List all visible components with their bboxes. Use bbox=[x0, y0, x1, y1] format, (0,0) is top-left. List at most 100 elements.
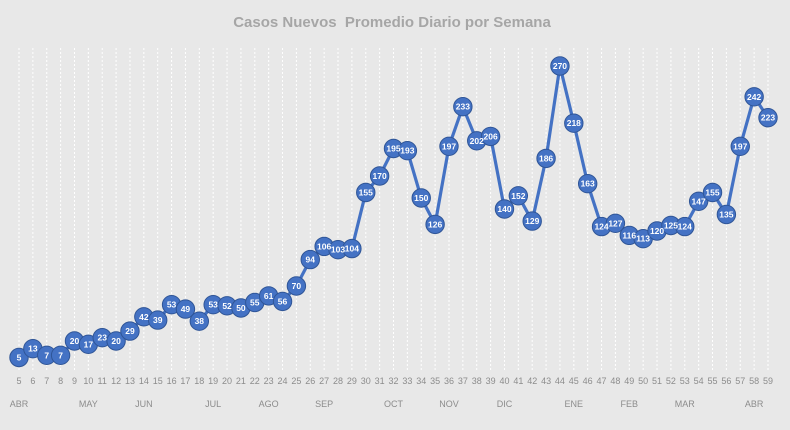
x-tick-label: 53 bbox=[680, 376, 690, 386]
x-tick-label: 23 bbox=[264, 376, 274, 386]
x-tick-label: 17 bbox=[180, 376, 190, 386]
data-label: 152 bbox=[511, 191, 525, 201]
x-tick-label: 7 bbox=[44, 376, 49, 386]
data-label: 129 bbox=[525, 216, 539, 226]
data-label: 147 bbox=[692, 196, 706, 206]
x-tick-label: 28 bbox=[333, 376, 343, 386]
x-tick-label: 41 bbox=[513, 376, 523, 386]
x-tick-label: 50 bbox=[638, 376, 648, 386]
data-point bbox=[411, 188, 431, 208]
x-tick-label: 33 bbox=[402, 376, 412, 386]
x-tick-labels: 5 6 7 8 9 10 11 12 13 14 15 16 17 18 19 20 21 22 23 24 25 26 2… bbox=[16, 376, 773, 386]
x-tick-label: 59 bbox=[763, 376, 773, 386]
data-label: 140 bbox=[497, 204, 511, 214]
data-point bbox=[439, 136, 459, 157]
data-point bbox=[688, 191, 709, 212]
x-tick-label: 56 bbox=[721, 376, 731, 386]
x-tick-label: 29 bbox=[347, 376, 357, 386]
data-label: 170 bbox=[373, 171, 387, 181]
data-point bbox=[702, 182, 723, 203]
data-point bbox=[425, 214, 445, 235]
data-label: 50 bbox=[236, 303, 246, 313]
data-point bbox=[716, 204, 737, 225]
data-label: 70 bbox=[292, 281, 302, 291]
data-label: 13 bbox=[28, 344, 38, 354]
x-tick-label: 31 bbox=[375, 376, 385, 386]
data-label: 150 bbox=[414, 193, 428, 203]
chart-title: Casos Nuevos Promedio Diario por Semana bbox=[233, 14, 551, 31]
data-point bbox=[744, 87, 764, 107]
data-label: 125 bbox=[664, 221, 678, 231]
data-point bbox=[369, 166, 390, 186]
x-tick-label: 11 bbox=[98, 376, 107, 386]
x-tick-label: 47 bbox=[597, 376, 607, 386]
data-point bbox=[522, 211, 542, 231]
data-point bbox=[564, 113, 584, 133]
data-point bbox=[189, 311, 210, 331]
month-label: ABR bbox=[745, 399, 764, 409]
x-tick-label: 55 bbox=[708, 376, 718, 386]
data-point bbox=[148, 310, 168, 330]
data-point bbox=[120, 321, 140, 341]
data-label: 223 bbox=[761, 113, 775, 123]
data-label: 113 bbox=[636, 234, 650, 244]
month-label: MAR bbox=[675, 399, 696, 409]
x-tick-label: 32 bbox=[388, 376, 398, 386]
x-tick-label: 54 bbox=[694, 376, 704, 386]
x-tick-label: 21 bbox=[236, 376, 246, 386]
data-label: 206 bbox=[483, 131, 497, 141]
data-label: 197 bbox=[442, 141, 456, 151]
month-label: NOV bbox=[439, 399, 459, 409]
x-tick-label: 15 bbox=[153, 376, 163, 386]
data-point bbox=[536, 148, 556, 169]
data-label: 39 bbox=[153, 315, 163, 325]
x-tick-label: 25 bbox=[291, 376, 301, 386]
data-label: 49 bbox=[181, 304, 191, 314]
data-point bbox=[758, 108, 778, 128]
x-tick-label: 26 bbox=[305, 376, 315, 386]
data-label: 38 bbox=[195, 316, 205, 326]
data-point bbox=[605, 213, 626, 234]
month-label: FEB bbox=[621, 399, 639, 409]
data-point bbox=[675, 216, 695, 237]
data-label: 124 bbox=[594, 222, 608, 232]
x-tick-label: 36 bbox=[444, 376, 454, 386]
data-label: 61 bbox=[264, 291, 274, 301]
x-tick-label: 43 bbox=[541, 376, 551, 386]
data-point bbox=[397, 141, 418, 161]
data-label: 55 bbox=[250, 298, 260, 308]
data-label: 23 bbox=[97, 333, 107, 343]
x-tick-label: 16 bbox=[167, 376, 177, 386]
x-tick-label: 58 bbox=[749, 376, 759, 386]
data-label: 20 bbox=[111, 336, 121, 346]
data-point bbox=[342, 238, 362, 259]
x-tick-label: 19 bbox=[208, 376, 218, 386]
data-label: 163 bbox=[581, 179, 595, 189]
data-point bbox=[175, 299, 196, 319]
x-tick-label: 5 bbox=[16, 376, 21, 386]
data-label: 270 bbox=[553, 61, 567, 71]
month-label: OCT bbox=[384, 399, 404, 409]
data-point bbox=[453, 97, 473, 117]
data-label: 52 bbox=[222, 301, 232, 311]
x-tick-label: 6 bbox=[30, 376, 35, 386]
x-tick-label: 13 bbox=[125, 376, 135, 386]
month-label: SEP bbox=[315, 399, 333, 409]
data-label: 106 bbox=[317, 241, 331, 251]
data-label: 20 bbox=[70, 336, 80, 346]
data-label: 202 bbox=[470, 136, 484, 146]
x-tick-label: 57 bbox=[735, 376, 745, 386]
data-label: 233 bbox=[456, 102, 470, 112]
data-label: 94 bbox=[306, 255, 316, 265]
data-label: 5 bbox=[17, 353, 22, 363]
data-label: 135 bbox=[719, 210, 733, 220]
x-tick-label: 51 bbox=[652, 376, 662, 386]
month-label: JUN bbox=[135, 399, 153, 409]
x-tick-label: 35 bbox=[430, 376, 440, 386]
x-tick-label: 34 bbox=[416, 376, 426, 386]
data-label: 186 bbox=[539, 153, 553, 163]
data-label: 193 bbox=[400, 146, 414, 156]
x-tick-label: 38 bbox=[472, 376, 482, 386]
data-label: 42 bbox=[139, 312, 149, 322]
